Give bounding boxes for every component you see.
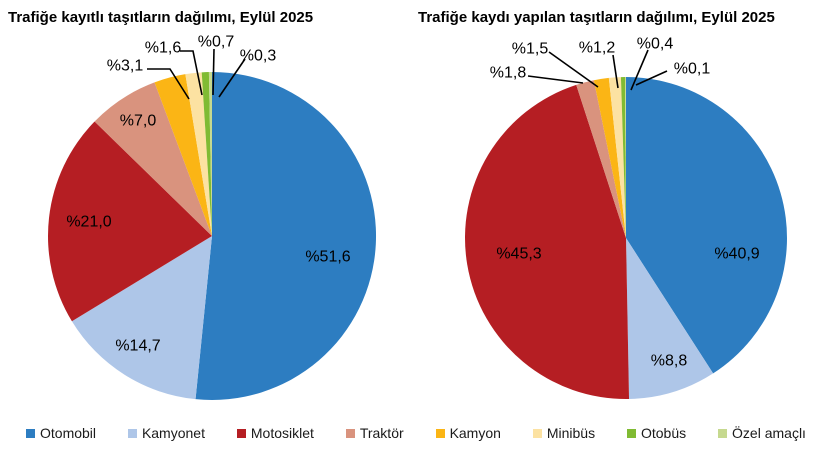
pie-slice-otomobil bbox=[195, 72, 377, 400]
slice-label-trakt-r: %7,0 bbox=[120, 113, 157, 130]
pie-slice-otob-s bbox=[201, 72, 212, 236]
pie-slice-trakt-r bbox=[576, 80, 626, 238]
leader-line-minib-s bbox=[180, 50, 203, 96]
slice-label-motosiklet: %45,3 bbox=[496, 246, 541, 263]
legend-item-kamyon: Kamyon bbox=[435, 425, 501, 441]
pie-chart-newly-registered-vehicles: Trafiğe kaydı yapılan taşıtların dağılım… bbox=[410, 0, 820, 410]
pie-slice-zel-ama-l bbox=[208, 72, 212, 236]
legend-label-zel-ama-l: Özel amaçlı bbox=[732, 425, 806, 441]
legend-swatch-kamyonet bbox=[127, 428, 137, 438]
legend-label-kamyonet: Kamyonet bbox=[141, 425, 205, 441]
legend-swatch-motosiklet bbox=[236, 428, 246, 438]
charts-row: Trafiğe kayıtlı taşıtların dağılımı, Eyl… bbox=[0, 0, 820, 410]
leader-line-kamyon bbox=[147, 68, 190, 100]
legend-swatch-minib-s bbox=[532, 428, 542, 438]
legend-swatch-zel-ama-l bbox=[718, 428, 728, 438]
pie-slice-motosiklet bbox=[48, 121, 212, 322]
slice-label-otob-s: %0,7 bbox=[198, 34, 235, 51]
legend-label-otob-s: Otobüs bbox=[640, 425, 687, 441]
slice-label-kamyon: %3,1 bbox=[107, 58, 144, 75]
slice-label-otomobil: %51,6 bbox=[305, 249, 350, 266]
chart-legend: Otomobil Kamyonet Motosiklet Traktör Kamyon M… bbox=[0, 410, 820, 452]
legend-swatch-otob-s bbox=[626, 428, 636, 438]
pie-slice-kamyon bbox=[154, 74, 212, 237]
legend-item-kamyonet: Kamyonet bbox=[127, 425, 205, 441]
pie-slice-kamyon bbox=[593, 77, 626, 238]
pie-slice-kamyonet bbox=[71, 236, 213, 400]
pie-slice-zel-ama-l bbox=[624, 76, 626, 238]
legend-item-motosiklet: Motosiklet bbox=[236, 425, 314, 441]
chart-title-newly-registered: Trafiğe kaydı yapılan taşıtların dağılım… bbox=[418, 9, 775, 26]
pie-chart-registered-vehicles: Trafiğe kayıtlı taşıtların dağılımı, Eyl… bbox=[0, 0, 410, 410]
slice-label-kamyon: %1,5 bbox=[512, 41, 549, 58]
slice-label-minib-s: %1,2 bbox=[579, 40, 616, 57]
pie-slice-motosiklet bbox=[465, 84, 630, 399]
legend-label-otomobil: Otomobil bbox=[40, 425, 97, 441]
legend-swatch-trakt-r bbox=[345, 428, 355, 438]
leader-line-otob-s bbox=[630, 49, 649, 91]
slice-label-otob-s: %0,4 bbox=[637, 36, 674, 53]
legend-swatch-kamyon bbox=[435, 428, 445, 438]
chart-title-registered: Trafiğe kayıtlı taşıtların dağılımı, Eyl… bbox=[8, 9, 314, 26]
slice-label-motosiklet: %21,0 bbox=[66, 214, 111, 231]
slice-label-kamyonet: %8,8 bbox=[651, 353, 688, 370]
legend-label-minib-s: Minibüs bbox=[546, 425, 596, 441]
slice-label-trakt-r: %1,8 bbox=[490, 65, 527, 82]
pie-svg-registered: %51,6 %14,7 %21,0 %7,0 %3,1%1,6 %0,7 %0,3 bbox=[48, 34, 377, 400]
legend-item-trakt-r: Traktör bbox=[345, 425, 404, 441]
leader-line-zel-ama-l bbox=[635, 70, 668, 86]
leader-line-kamyon bbox=[548, 51, 599, 88]
slice-label-minib-s: %1,6 bbox=[145, 40, 182, 57]
leader-line-trakt-r bbox=[527, 75, 584, 84]
pie-slice-otomobil bbox=[626, 77, 787, 374]
legend-item-zel-ama-l: Özel amaçlı bbox=[718, 425, 806, 441]
pie-slice-kamyonet bbox=[626, 238, 714, 399]
legend-label-kamyon: Kamyon bbox=[449, 425, 501, 441]
legend-label-trakt-r: Traktör bbox=[359, 425, 404, 441]
pie-svg-newly-registered: %40,9 %8,8 %45,3 %1,8 %1,5 %1,2 %0,4%0,1 bbox=[465, 36, 787, 399]
leader-line-otob-s bbox=[212, 48, 215, 96]
legend-label-motosiklet: Motosiklet bbox=[250, 425, 314, 441]
legend-item-otob-s: Otobüs bbox=[626, 425, 687, 441]
slice-label-otomobil: %40,9 bbox=[714, 246, 759, 263]
legend-swatch-otomobil bbox=[26, 428, 35, 438]
leader-line-zel-ama-l bbox=[218, 58, 246, 98]
slice-label-zel-ama-l: %0,3 bbox=[240, 48, 277, 65]
slice-label-zel-ama-l: %0,1 bbox=[674, 61, 711, 78]
pie-slice-minib-s bbox=[608, 77, 626, 238]
legend-item-otomobil: Otomobil bbox=[26, 425, 96, 441]
legend-item-minib-s: Minibüs bbox=[532, 425, 596, 441]
slice-label-kamyonet: %14,7 bbox=[115, 338, 160, 355]
pie-slice-otob-s bbox=[620, 77, 626, 238]
pie-slice-minib-s bbox=[185, 72, 212, 236]
pie-slice-trakt-r bbox=[94, 82, 212, 236]
leader-line-minib-s bbox=[612, 54, 619, 89]
